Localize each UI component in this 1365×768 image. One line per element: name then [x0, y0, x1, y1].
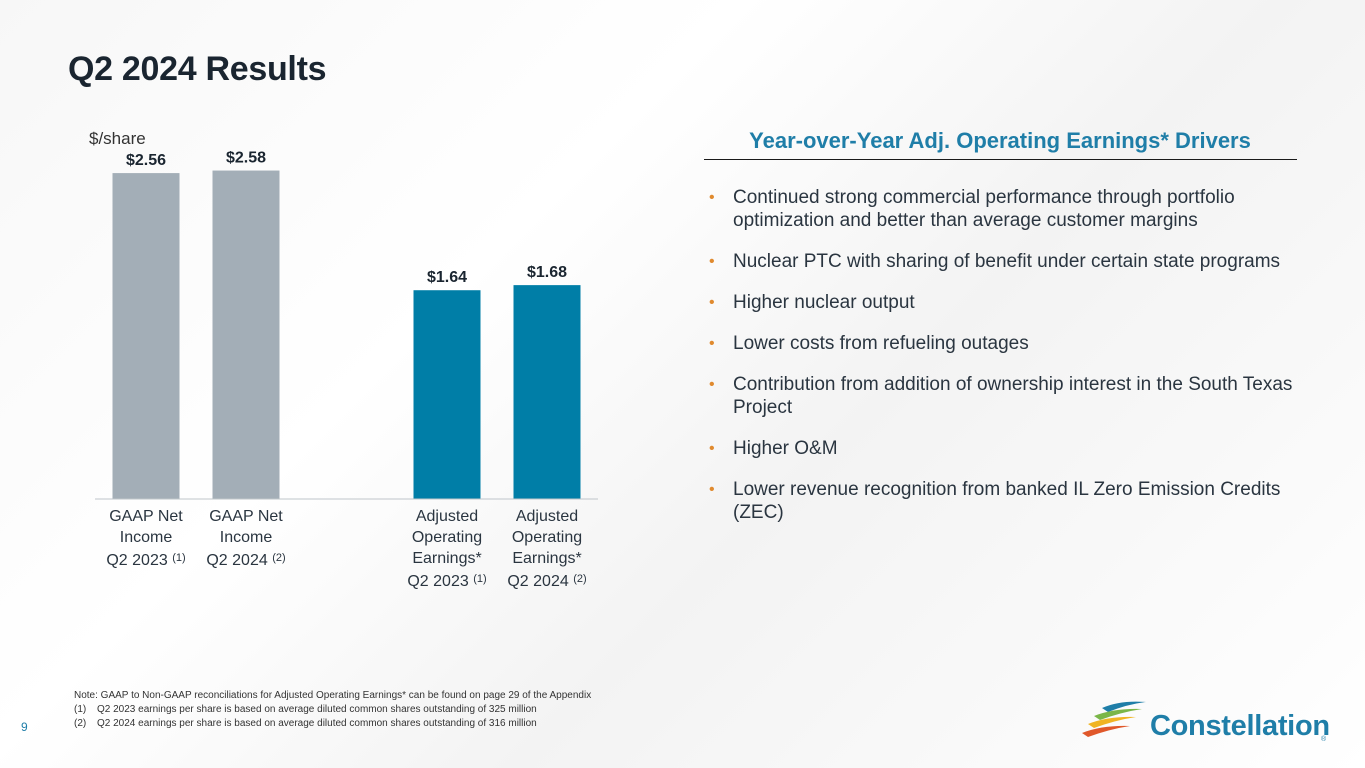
footnote-ref: (2) [573, 573, 587, 585]
driver-text: Higher nuclear output [733, 292, 915, 313]
driver-item-6: • Higher O&M [708, 437, 1308, 460]
category-label-line: Operating [411, 529, 483, 546]
category-label-line: GAAP Net [109, 508, 183, 525]
page-title: Q2 2024 Results [68, 50, 327, 88]
driver-item-1: • Continued strong commercial performance… [708, 186, 1308, 232]
footnote-1: (1) Q2 2023 earnings per share is based o… [74, 704, 537, 715]
drivers-list: • Continued strong commercial performance… [708, 186, 1308, 542]
bullet-icon: • [709, 481, 715, 498]
category-period: Q2 2023 (1) [106, 552, 186, 569]
bar-value-label-4: $1.68 [527, 264, 567, 281]
category-label-line: Earnings* [512, 550, 582, 567]
driver-item-3: • Higher nuclear output [708, 291, 1308, 314]
footnote-ref: (1) [172, 552, 186, 564]
bar-1 [112, 173, 180, 500]
category-label-line: Adjusted [415, 508, 479, 525]
page-number: 9 [21, 720, 28, 734]
driver-item-4: • Lower costs from refueling outages [708, 332, 1308, 355]
drivers-heading: Year-over-Year Adj. Operating Earnings* … [749, 128, 1251, 153]
category-label-3: Adjusted Operating Earnings* Q2 2023 (1) [392, 506, 502, 592]
category-period: Q2 2024 (2) [507, 573, 587, 590]
chart-unit-label: $/share [89, 129, 146, 148]
bar-4 [513, 285, 581, 499]
earnings-bar-chart: $2.56 $2.58 $1.64 $1.68 [95, 150, 598, 500]
logo-registered-mark: ® [1321, 736, 1327, 743]
bullet-icon: • [709, 335, 715, 352]
logo-swoosh-icon [1082, 701, 1146, 737]
bullet-icon: • [709, 253, 715, 270]
category-label-line: Earnings* [412, 550, 482, 567]
note-main: Note: GAAP to Non-GAAP reconciliations f… [74, 690, 592, 701]
category-label-line: Income [219, 529, 273, 546]
logo-wordmark: Constellation [1150, 710, 1330, 742]
bullet-icon: • [709, 294, 715, 311]
category-label-line: Income [119, 529, 173, 546]
driver-item-2: • Nuclear PTC with sharing of benefit und… [708, 250, 1308, 273]
footnote-2: (2) Q2 2024 earnings per share is based o… [74, 718, 537, 729]
category-label-line: GAAP Net [209, 508, 283, 525]
category-label-2: GAAP Net Income Q2 2024 (2) [191, 506, 301, 571]
driver-text: Contribution from addition of ownership … [733, 374, 1293, 418]
bullet-icon: • [709, 376, 715, 393]
driver-item-5: • Contribution from addition of ownership… [708, 373, 1308, 419]
driver-text: Continued strong commercial performance … [733, 187, 1235, 231]
footnote-ref: (1) [473, 573, 487, 585]
bar-value-label-3: $1.64 [427, 269, 467, 286]
category-period: Q2 2024 (2) [206, 552, 286, 569]
driver-text: Lower revenue recognition from banked IL… [733, 479, 1281, 523]
bar-3 [413, 290, 481, 499]
bullet-icon: • [709, 440, 715, 457]
drivers-divider [704, 159, 1297, 160]
bar-value-label-1: $2.56 [126, 152, 166, 169]
bar-2 [212, 170, 280, 500]
driver-item-7: • Lower revenue recognition from banked I… [708, 478, 1308, 524]
category-period: Q2 2023 (1) [407, 573, 487, 590]
category-label-line: Operating [511, 529, 583, 546]
footnotes: Note: GAAP to Non-GAAP reconciliations f… [74, 689, 591, 731]
constellation-logo: Constellation ® [1080, 700, 1340, 748]
driver-text: Nuclear PTC with sharing of benefit unde… [733, 251, 1281, 272]
category-label-1: GAAP Net Income Q2 2023 (1) [91, 506, 201, 571]
bar-value-label-2: $2.58 [226, 150, 266, 167]
category-label-line: Adjusted [515, 508, 579, 525]
driver-text: Higher O&M [733, 438, 838, 459]
footnote-ref: (2) [272, 552, 286, 564]
bullet-icon: • [709, 189, 715, 206]
driver-text: Lower costs from refueling outages [733, 333, 1029, 354]
category-label-4: Adjusted Operating Earnings* Q2 2024 (2) [492, 506, 602, 592]
